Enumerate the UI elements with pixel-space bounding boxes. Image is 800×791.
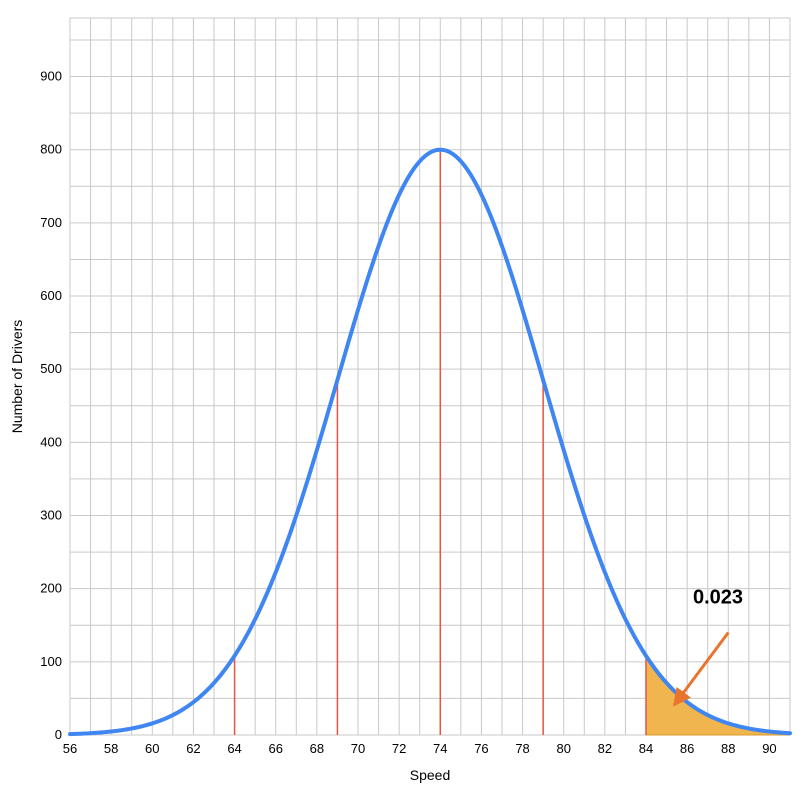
x-tick-label: 76: [474, 741, 488, 756]
y-tick-label: 100: [40, 654, 62, 669]
chart-container: 5658606264666870727476788082848688900100…: [0, 0, 800, 791]
x-tick-label: 78: [515, 741, 529, 756]
y-tick-label: 700: [40, 215, 62, 230]
x-tick-label: 74: [433, 741, 447, 756]
y-tick-label: 800: [40, 142, 62, 157]
x-tick-label: 82: [598, 741, 612, 756]
x-tick-label: 72: [392, 741, 406, 756]
x-tick-label: 88: [721, 741, 735, 756]
x-tick-label: 70: [351, 741, 365, 756]
x-tick-label: 66: [268, 741, 282, 756]
x-tick-label: 56: [63, 741, 77, 756]
y-tick-label: 900: [40, 69, 62, 84]
y-tick-label: 500: [40, 361, 62, 376]
y-tick-label: 400: [40, 434, 62, 449]
y-tick-label: 600: [40, 288, 62, 303]
x-tick-label: 62: [186, 741, 200, 756]
x-tick-label: 86: [680, 741, 694, 756]
y-tick-label: 0: [55, 727, 62, 742]
y-axis-label: Number of Drivers: [9, 320, 25, 434]
x-tick-label: 84: [639, 741, 653, 756]
x-tick-label: 58: [104, 741, 118, 756]
y-tick-label: 300: [40, 508, 62, 523]
annotation-label: 0.023: [693, 586, 743, 608]
x-tick-label: 90: [762, 741, 776, 756]
x-tick-label: 68: [310, 741, 324, 756]
x-tick-label: 64: [227, 741, 241, 756]
x-tick-label: 80: [556, 741, 570, 756]
y-tick-label: 200: [40, 581, 62, 596]
normal-distribution-chart: 5658606264666870727476788082848688900100…: [0, 0, 800, 791]
x-tick-label: 60: [145, 741, 159, 756]
x-axis-label: Speed: [410, 767, 450, 783]
